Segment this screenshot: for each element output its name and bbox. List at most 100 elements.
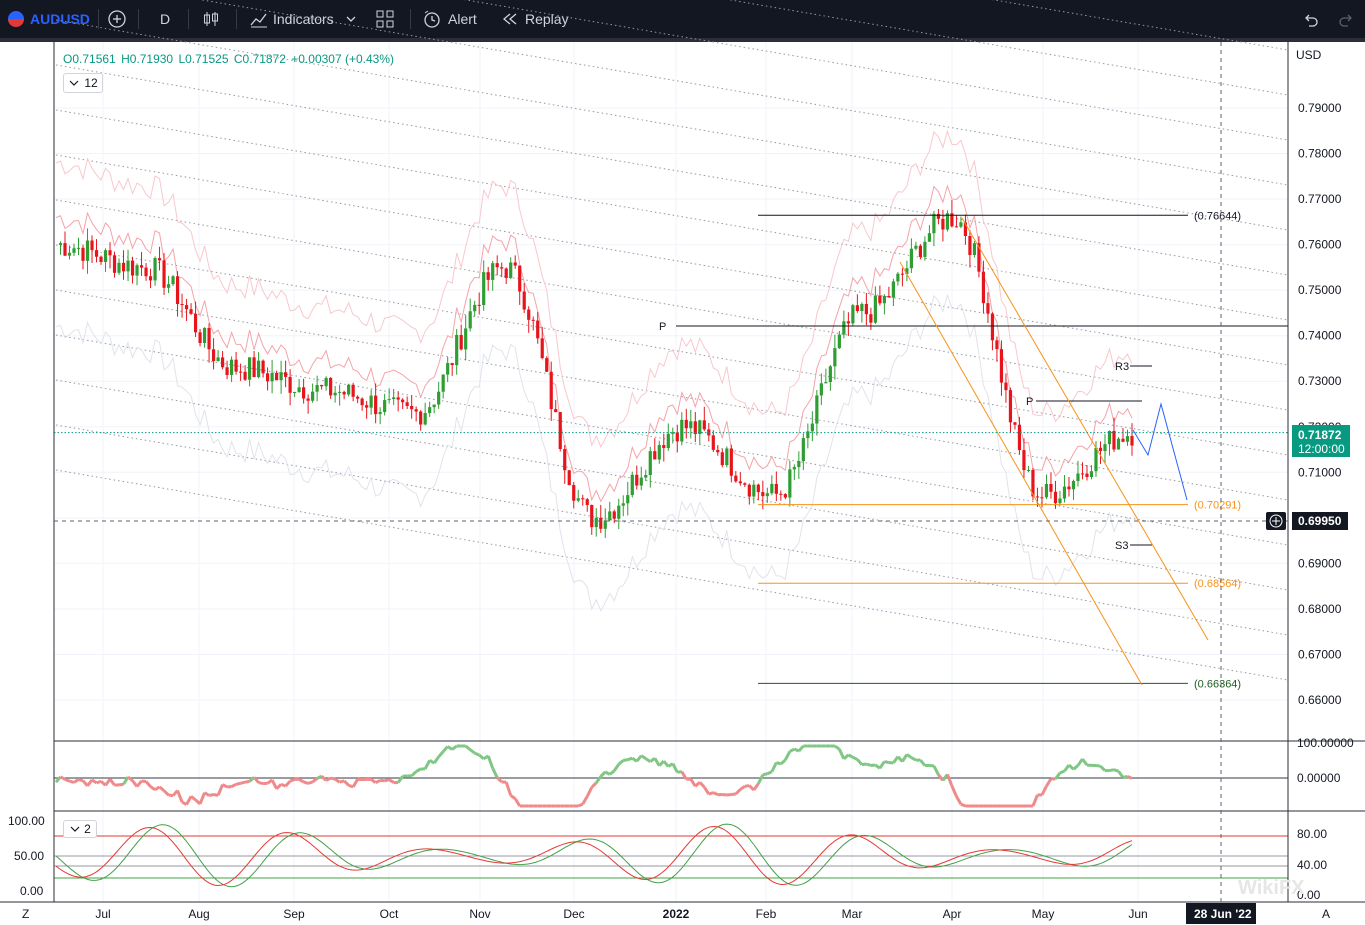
candle-body bbox=[887, 295, 891, 298]
momentum-segment bbox=[1045, 778, 1053, 787]
candle-body bbox=[455, 334, 459, 366]
add-alert-icon[interactable] bbox=[1266, 512, 1286, 530]
momentum-segment bbox=[370, 778, 377, 784]
momentum-segment bbox=[343, 779, 350, 787]
chart-type-button[interactable] bbox=[202, 0, 220, 38]
stoch-d-line bbox=[55, 825, 1133, 887]
stoch-k-line bbox=[55, 823, 1133, 888]
candle-body bbox=[1004, 382, 1008, 391]
candle-body bbox=[297, 387, 301, 393]
crosshair-date-label: 28 Jun '22 bbox=[1194, 907, 1252, 921]
momentum-segment bbox=[78, 777, 84, 783]
candle-body bbox=[761, 492, 765, 497]
candle-body bbox=[711, 435, 715, 450]
candle-body bbox=[1040, 497, 1044, 499]
candle-body bbox=[689, 421, 693, 429]
candle-body bbox=[621, 503, 625, 506]
interval-button[interactable]: D bbox=[160, 0, 170, 38]
zoom-button[interactable]: Z bbox=[22, 907, 29, 921]
replay-button[interactable]: Replay bbox=[501, 0, 569, 38]
momentum-segment bbox=[513, 797, 521, 807]
low-value: L0.71525 bbox=[178, 52, 229, 66]
time-tick-label: 2022 bbox=[663, 907, 690, 921]
candle-body bbox=[864, 303, 868, 315]
momentum-segment bbox=[955, 795, 963, 806]
indicators-button[interactable]: Indicators bbox=[249, 0, 358, 38]
candle-body bbox=[356, 396, 360, 399]
momentum-segment bbox=[69, 779, 75, 784]
momentum-segment bbox=[731, 792, 736, 797]
candle-body bbox=[256, 360, 261, 378]
osc2-left-label: 0.00 bbox=[20, 884, 44, 898]
candle-body bbox=[504, 268, 508, 278]
candle-body bbox=[1116, 438, 1121, 450]
candle-body bbox=[117, 262, 121, 273]
momentum-segment bbox=[73, 778, 80, 784]
ohlc-legend: O0.71561 H0.71930 L0.71525 C0.71872 +0.0… bbox=[63, 52, 396, 66]
compare-button[interactable] bbox=[107, 0, 127, 38]
momentum-segment bbox=[1109, 768, 1115, 773]
candle-body bbox=[135, 265, 139, 276]
candle-body bbox=[846, 321, 850, 324]
alert-button[interactable]: Alert bbox=[422, 0, 477, 38]
divider bbox=[236, 9, 237, 29]
candle-body bbox=[806, 431, 810, 439]
candle-body bbox=[1076, 473, 1080, 481]
candle-body bbox=[324, 377, 328, 387]
momentum-segment bbox=[289, 777, 296, 783]
momentum-segment bbox=[1099, 765, 1107, 772]
indicators-label: Indicators bbox=[273, 11, 334, 27]
candle-body bbox=[1044, 483, 1049, 498]
redo-button[interactable] bbox=[1338, 0, 1356, 38]
osc1-axis-label: 0.00000 bbox=[1297, 771, 1341, 785]
auto-scale-button[interactable]: A bbox=[1322, 907, 1330, 921]
candle-body bbox=[644, 474, 648, 478]
grid bbox=[54, 42, 1288, 902]
channel-line bbox=[55, 19, 1289, 231]
momentum-segment bbox=[464, 744, 472, 751]
candle-body bbox=[801, 438, 805, 462]
momentum-segment bbox=[230, 782, 237, 788]
chevron-down-icon bbox=[346, 16, 356, 22]
price-tick-label: 0.74000 bbox=[1298, 329, 1342, 343]
candle-body bbox=[563, 449, 567, 471]
candle-body bbox=[261, 360, 265, 374]
momentum-segment bbox=[671, 762, 679, 773]
oscillators-layer bbox=[54, 744, 1288, 888]
momentum-segment bbox=[793, 747, 800, 753]
time-tick-label: Mar bbox=[842, 907, 863, 921]
candle-body bbox=[995, 340, 999, 350]
candle-body bbox=[148, 276, 153, 281]
layouts-button[interactable] bbox=[376, 0, 394, 38]
indicators-collapse-button[interactable]: 12 bbox=[63, 73, 103, 93]
candle-body bbox=[657, 445, 661, 460]
momentum-segment bbox=[797, 745, 805, 753]
candle-body bbox=[747, 484, 751, 497]
momentum-segment bbox=[235, 781, 241, 786]
candle-body bbox=[873, 295, 877, 323]
momentum-segment bbox=[213, 793, 219, 797]
projection-path bbox=[1132, 402, 1188, 501]
candle-body bbox=[1103, 444, 1107, 452]
candle-body bbox=[419, 411, 423, 425]
momentum-segment bbox=[640, 754, 647, 760]
candle-body bbox=[437, 391, 441, 405]
candle-body bbox=[815, 395, 819, 424]
candle-body bbox=[369, 395, 373, 408]
undo-button[interactable] bbox=[1301, 0, 1319, 38]
time-axis[interactable]: Jul Aug Sep Oct Nov Dec 2022 Feb Mar Apr May Jun bbox=[95, 907, 1147, 921]
pane-collapse-button[interactable]: 2 bbox=[63, 820, 97, 838]
candle-body bbox=[184, 305, 189, 310]
candle-body bbox=[968, 235, 972, 255]
candle-body bbox=[990, 313, 995, 341]
candle-body bbox=[590, 504, 594, 528]
candle-body bbox=[360, 398, 364, 406]
momentum-segment bbox=[694, 781, 701, 788]
candle-body bbox=[860, 303, 864, 311]
candle-body bbox=[347, 384, 351, 395]
replay-label: Replay bbox=[525, 11, 569, 27]
momentum-segment bbox=[762, 772, 768, 777]
momentum-segment bbox=[1054, 771, 1062, 780]
candle-body bbox=[423, 413, 427, 425]
